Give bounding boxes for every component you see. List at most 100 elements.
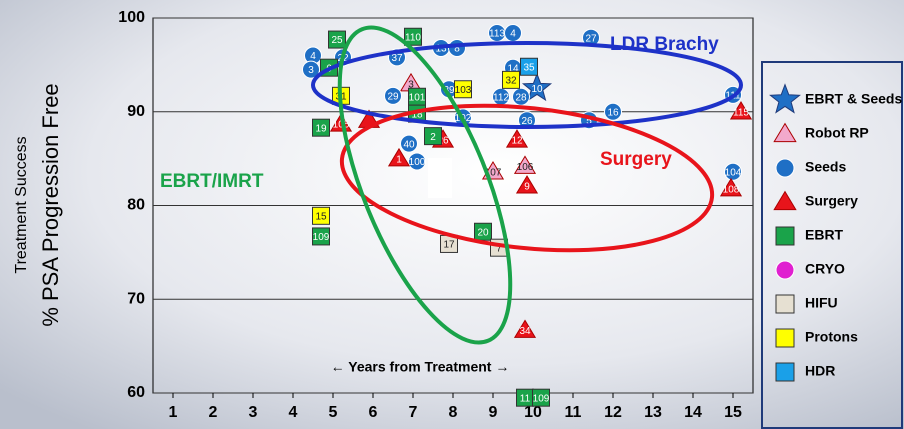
surgery-ellipse [339, 103, 715, 253]
legend-label: EBRT [805, 227, 844, 243]
y-tick-label: 80 [127, 197, 145, 214]
point-label: 39 [443, 85, 455, 96]
point-label: 35 [523, 62, 535, 73]
y-tick-label: 100 [118, 9, 145, 26]
y-label: % PSA Progression Free [38, 83, 63, 326]
y-tick-label: 70 [127, 290, 145, 307]
x-tick-label: 1 [169, 404, 178, 421]
legend-swatch [775, 260, 795, 280]
legend-label: HIFU [805, 295, 838, 311]
legend-swatch [769, 83, 801, 114]
legend-label: Protons [805, 329, 858, 345]
point-label: 15 [315, 211, 327, 222]
point-label: 8 [454, 44, 460, 55]
legend-swatch [773, 190, 797, 211]
x-tick-label: 6 [369, 404, 378, 421]
point [724, 162, 742, 181]
point [404, 27, 422, 46]
x-tick-label: 2 [209, 404, 218, 421]
point-label: 103 [455, 85, 472, 96]
point [520, 57, 538, 76]
x-tick-label: 15 [724, 404, 742, 421]
legend-label: EBRT & Seeds [805, 91, 902, 107]
point [502, 70, 520, 89]
point [387, 147, 411, 167]
point-label: 5 [586, 116, 592, 127]
point-label: 16 [607, 107, 619, 118]
point-label: 115 [733, 107, 749, 118]
point-label: 28 [515, 92, 527, 103]
ldr-label: LDR Brachy [610, 34, 719, 55]
y-tick-label: 90 [127, 103, 145, 120]
x-tick-label: 10 [524, 404, 542, 421]
point-label: 12 [511, 136, 523, 147]
point-label: 104 [725, 167, 742, 178]
point-label: 7 [496, 243, 502, 254]
legend-swatch [773, 122, 797, 143]
point [328, 30, 346, 49]
point-label: 27 [585, 33, 597, 44]
point [719, 177, 743, 197]
point [312, 227, 330, 246]
x-tick-label: 7 [409, 404, 418, 421]
point-label: 13 [435, 44, 447, 55]
point-label: 109 [313, 232, 330, 243]
point-label: 17 [443, 240, 455, 251]
point-label: 18 [411, 109, 423, 120]
surgery-label: Surgery [600, 149, 672, 170]
point-label: 14 [507, 63, 519, 74]
point [532, 388, 550, 407]
point-label: 9 [524, 181, 530, 192]
legend-label: Robot RP [805, 125, 869, 141]
point [604, 102, 622, 121]
x-tick-label: 12 [604, 404, 622, 421]
point-label: 110 [405, 32, 421, 43]
point-label: 3 [308, 65, 314, 76]
point [505, 129, 529, 148]
point-label: 19 [315, 123, 327, 134]
point-label: 100 [409, 157, 426, 168]
point-label: 2 [430, 132, 436, 143]
point-label: 10 [531, 84, 543, 95]
point-label: 4 [310, 51, 316, 62]
point [454, 80, 472, 99]
white-box [428, 158, 452, 198]
point-label: 1 [396, 154, 402, 165]
legend-swatch [775, 328, 795, 348]
x-tick-label: 4 [289, 404, 298, 421]
x-tick-label: 3 [249, 404, 258, 421]
legend-swatch [775, 158, 795, 178]
point [312, 206, 330, 225]
point-label: 107 [485, 167, 502, 178]
point-label: 26 [437, 136, 449, 147]
point [302, 60, 320, 79]
point-label: 37 [391, 53, 403, 64]
point-label: 4 [510, 29, 516, 40]
point-label: 108 [723, 184, 740, 195]
legend-box [761, 61, 903, 429]
point-label: 34 [519, 326, 531, 337]
point-label: 112 [493, 92, 509, 103]
point [312, 118, 330, 137]
x-tick-label: 8 [449, 404, 458, 421]
point-label: 3 [408, 79, 414, 90]
x-tick-label: 14 [684, 404, 702, 421]
x-tick-label: 9 [489, 404, 498, 421]
point-label: 109 [533, 393, 550, 404]
x-tick-label: 13 [644, 404, 662, 421]
legend-label: Surgery [805, 193, 858, 209]
point-label: 106 [517, 162, 534, 173]
ldr-ellipse [311, 41, 743, 129]
legend-label: Seeds [805, 159, 846, 175]
point [424, 127, 442, 146]
point-label: 25 [331, 35, 343, 46]
point-label: 101 [409, 92, 426, 103]
x-tick-label: 11 [565, 404, 582, 421]
point [513, 319, 537, 338]
legend-swatch [775, 226, 795, 246]
point-label: 20 [477, 227, 489, 238]
point [521, 72, 553, 102]
point-label: 113 [489, 29, 505, 40]
x-label: ← Years from Treatment → [331, 359, 510, 375]
